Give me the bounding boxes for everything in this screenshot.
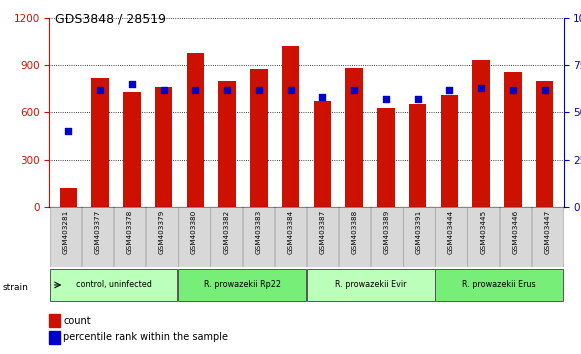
Text: GSM403387: GSM403387 — [320, 210, 325, 254]
Bar — [532, 207, 563, 267]
Text: GSM403379: GSM403379 — [159, 210, 165, 254]
Bar — [403, 207, 435, 267]
Bar — [50, 269, 177, 301]
Bar — [282, 46, 299, 207]
Bar — [435, 207, 467, 267]
Point — [286, 87, 295, 92]
Text: R. prowazekii Evir: R. prowazekii Evir — [335, 280, 407, 289]
Bar — [371, 207, 403, 267]
Bar — [82, 207, 113, 267]
Bar — [178, 269, 306, 301]
Bar — [377, 108, 394, 207]
Point — [508, 87, 518, 92]
Text: GSM403384: GSM403384 — [288, 210, 293, 254]
Text: GSM403447: GSM403447 — [544, 210, 551, 254]
Text: GSM403445: GSM403445 — [480, 210, 486, 254]
Point — [318, 95, 327, 100]
Text: GSM403377: GSM403377 — [95, 210, 101, 254]
Point — [413, 96, 422, 102]
Point — [223, 87, 232, 92]
Text: GSM403281: GSM403281 — [62, 210, 69, 254]
Bar — [314, 101, 331, 207]
Text: GDS3848 / 28519: GDS3848 / 28519 — [55, 12, 166, 25]
Bar — [60, 188, 77, 207]
Bar — [250, 69, 268, 207]
Text: GSM403444: GSM403444 — [448, 210, 454, 254]
Bar — [307, 269, 435, 301]
Bar — [307, 207, 338, 267]
Text: GSM403383: GSM403383 — [255, 210, 261, 254]
Bar — [155, 87, 173, 207]
Point — [381, 96, 390, 102]
Text: strain: strain — [3, 283, 29, 292]
Point — [444, 87, 454, 92]
Point — [540, 87, 549, 92]
Bar — [242, 207, 274, 267]
Point — [127, 81, 137, 87]
Point — [476, 85, 486, 91]
Bar — [436, 269, 563, 301]
Text: GSM403378: GSM403378 — [127, 210, 132, 254]
Point — [349, 87, 358, 92]
Point — [254, 87, 264, 92]
Point — [191, 87, 200, 92]
Text: GSM403382: GSM403382 — [223, 210, 229, 254]
Bar — [210, 207, 242, 267]
Bar — [91, 78, 109, 207]
Bar — [339, 207, 371, 267]
Bar — [114, 207, 145, 267]
Bar — [500, 207, 531, 267]
Point — [159, 87, 168, 92]
Text: GSM403388: GSM403388 — [352, 210, 358, 254]
Bar — [345, 68, 363, 207]
Text: GSM403380: GSM403380 — [191, 210, 197, 254]
Bar — [178, 207, 210, 267]
Text: GSM403389: GSM403389 — [384, 210, 390, 254]
Text: count: count — [63, 316, 91, 326]
Text: percentile rank within the sample: percentile rank within the sample — [63, 332, 228, 342]
Bar — [536, 81, 553, 207]
Bar — [468, 207, 499, 267]
Text: R. prowazekii Rp22: R. prowazekii Rp22 — [204, 280, 281, 289]
Point — [64, 129, 73, 134]
Bar — [123, 92, 141, 207]
Bar — [440, 95, 458, 207]
Point — [95, 87, 105, 92]
Text: GSM403446: GSM403446 — [512, 210, 518, 254]
Bar — [50, 207, 81, 267]
Bar — [275, 207, 306, 267]
Bar — [504, 72, 522, 207]
Bar — [146, 207, 178, 267]
Bar — [409, 104, 426, 207]
Bar — [218, 81, 236, 207]
Text: control, uninfected: control, uninfected — [76, 280, 152, 289]
Text: R. prowazekii Erus: R. prowazekii Erus — [462, 280, 536, 289]
Bar — [187, 53, 204, 207]
Bar — [472, 59, 490, 207]
Text: GSM403391: GSM403391 — [416, 210, 422, 254]
